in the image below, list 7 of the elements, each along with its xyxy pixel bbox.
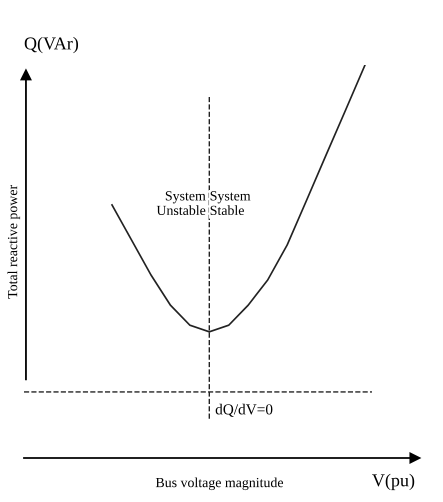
annotation: System Stable: [210, 191, 250, 216]
text: V(pu): [372, 474, 414, 490]
text: Q(VAr): [24, 36, 78, 54]
annotation: System Unstable: [156, 191, 206, 216]
text: Total reactive power: [7, 185, 20, 299]
ref-line-label: dQ/dV=0: [216, 404, 272, 417]
x-axis-title: Bus voltage magnitude: [156, 477, 284, 490]
